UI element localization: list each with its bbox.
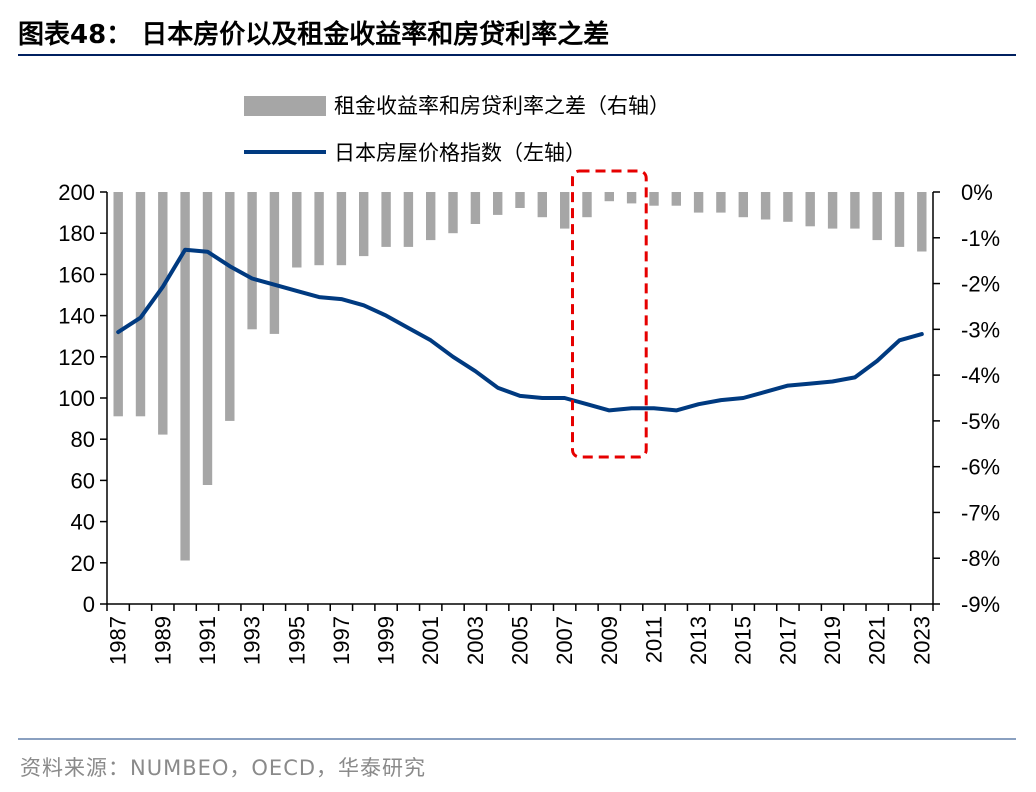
bar-series	[113, 192, 927, 561]
right-tick-label: -8%	[961, 546, 1000, 571]
x-tick-label: 1991	[195, 616, 220, 665]
bar	[403, 192, 414, 247]
left-tick-label: 140	[58, 304, 95, 329]
right-tick-label: -5%	[961, 409, 1000, 434]
x-tick-label: 2019	[820, 616, 845, 665]
figure-title: 图表48： 日本房价以及租金收益率和房贷利率之差	[18, 20, 610, 50]
bar	[850, 192, 860, 229]
bar	[381, 192, 391, 247]
x-tick-label: 1993	[240, 616, 265, 665]
right-tick-label: -1%	[961, 226, 1000, 251]
left-tick-label: 100	[58, 386, 95, 411]
chart: 租金收益率和房贷利率之差（右轴） 日本房屋价格指数（左轴） 2001801601…	[58, 94, 1000, 665]
right-tick-label: -4%	[961, 363, 1000, 388]
left-tick-label: 60	[71, 468, 95, 493]
x-tick-label: 2009	[597, 616, 622, 665]
bar	[827, 192, 838, 229]
bar	[470, 192, 481, 224]
x-tick-label: 1995	[284, 616, 309, 665]
bar	[626, 192, 637, 204]
bar	[649, 192, 659, 206]
bar	[805, 192, 815, 227]
right-tick-label: -7%	[961, 500, 1000, 525]
x-tick-label: 2023	[909, 616, 934, 665]
bar	[537, 192, 547, 218]
left-tick-label: 200	[58, 180, 95, 205]
bar	[582, 192, 592, 218]
x-tick-label: 2021	[865, 616, 890, 665]
bar	[247, 192, 257, 330]
bar	[693, 192, 704, 213]
right-tick-label: -6%	[961, 455, 1000, 480]
bar	[783, 192, 793, 222]
bar	[872, 192, 882, 241]
bar	[314, 192, 324, 266]
bar	[604, 192, 614, 202]
title-rule	[18, 54, 1016, 56]
bar	[292, 192, 302, 268]
x-tick-label: 2017	[775, 616, 800, 665]
bar	[493, 192, 503, 215]
right-tick-label: -2%	[961, 272, 1000, 297]
bar	[113, 192, 123, 417]
source-note: 资料来源：NUMBEO，OECD，华泰研究	[20, 756, 427, 780]
axes: 2001801601401201008060402000%-1%-2%-3%-4…	[58, 180, 1000, 665]
left-tick-label: 0	[83, 592, 95, 617]
left-tick-label: 160	[58, 262, 95, 287]
x-tick-label: 2003	[463, 616, 488, 665]
legend-line-label: 日本房屋价格指数（左轴）	[334, 141, 586, 165]
left-tick-label: 20	[71, 551, 95, 576]
footer-rule	[18, 738, 1016, 740]
bar	[515, 192, 525, 208]
bar	[448, 192, 458, 234]
legend: 租金收益率和房贷利率之差（右轴） 日本房屋价格指数（左轴）	[244, 94, 670, 165]
left-tick-label: 120	[58, 345, 95, 370]
bar	[180, 192, 190, 561]
right-tick-label: 0%	[961, 180, 993, 205]
bar	[225, 192, 235, 421]
legend-bar-label: 租金收益率和房贷利率之差（右轴）	[334, 94, 670, 118]
bar	[560, 192, 570, 229]
bar	[671, 192, 681, 206]
left-tick-label: 80	[71, 427, 95, 452]
line-series	[116, 247, 924, 413]
bar	[738, 192, 748, 218]
bar	[336, 192, 347, 266]
x-tick-label: 2015	[731, 616, 756, 665]
legend-bar-swatch	[244, 96, 326, 116]
house-price-line	[116, 247, 924, 413]
x-tick-label: 1997	[329, 616, 354, 665]
x-tick-label: 2011	[641, 616, 666, 663]
bar	[426, 192, 436, 241]
right-tick-label: -9%	[961, 592, 1000, 617]
highlight-box	[571, 169, 648, 459]
bar	[760, 192, 771, 220]
bar	[894, 192, 905, 247]
bar	[359, 192, 369, 257]
bar	[716, 192, 726, 213]
bar	[269, 192, 280, 334]
left-tick-label: 180	[58, 221, 95, 246]
x-tick-label: 2005	[508, 616, 533, 665]
x-tick-label: 1989	[150, 616, 175, 665]
highlight-layer	[571, 169, 648, 459]
x-tick-label: 1999	[374, 616, 399, 665]
x-tick-label: 2007	[552, 616, 577, 665]
x-tick-label: 2013	[686, 616, 711, 665]
x-tick-label: 2001	[418, 616, 443, 665]
bar	[917, 192, 927, 252]
x-tick-label: 1987	[106, 616, 131, 665]
bar	[158, 192, 168, 435]
bar	[202, 192, 213, 485]
right-tick-label: -3%	[961, 317, 1000, 342]
left-tick-label: 40	[71, 510, 95, 535]
bar	[135, 192, 146, 417]
